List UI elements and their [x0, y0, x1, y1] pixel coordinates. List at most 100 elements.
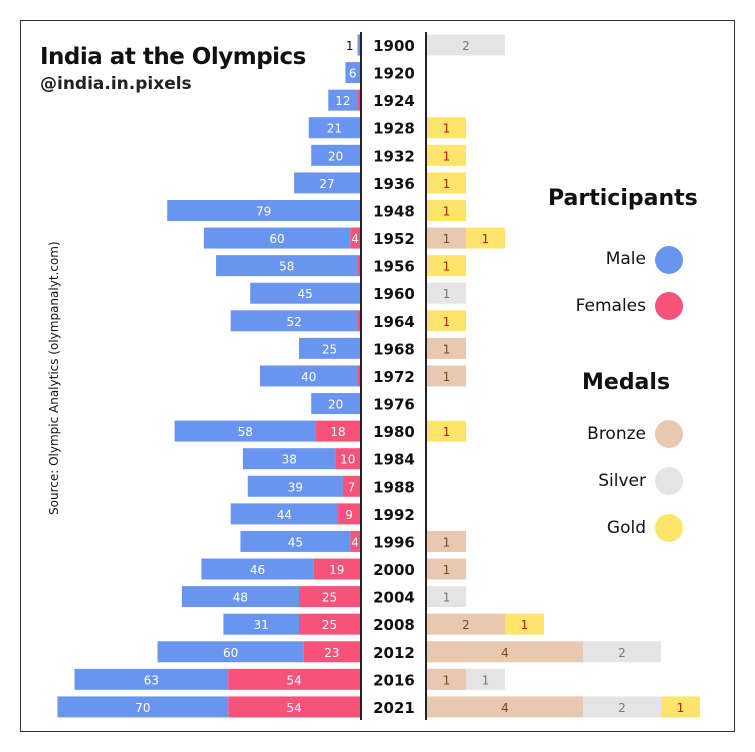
bar-male-label: 25: [322, 342, 337, 356]
year-label: 2021: [373, 699, 415, 717]
bar-medal-label: 1: [443, 149, 451, 163]
bar-male-label: 52: [286, 315, 301, 329]
bar-medal-label: 2: [462, 39, 470, 53]
bar-male: [259, 365, 358, 387]
bar-male-label: 20: [328, 398, 343, 412]
bar-female: [357, 365, 360, 387]
bar-female: [357, 310, 360, 332]
bar-female: [228, 668, 360, 690]
bar-medal-bronze: [427, 668, 466, 690]
chart-title: India at the Olympics: [40, 44, 306, 70]
bar-male: [242, 448, 336, 470]
year-label: 2012: [373, 644, 415, 662]
bar-female-label: 9: [345, 508, 353, 522]
bar-medal-silver: [583, 641, 661, 663]
year-label: 1976: [373, 396, 415, 414]
bar-medal-bronze: [427, 613, 505, 635]
bar-male: [167, 199, 360, 221]
bar-medal-bronze: [427, 530, 466, 552]
bar-female: [357, 89, 360, 111]
bar-male: [345, 62, 360, 84]
bar-male-label: 31: [254, 618, 269, 632]
bar-male: [250, 282, 360, 304]
bar-female: [335, 448, 360, 470]
year-label: 1900: [373, 37, 415, 55]
bar-female: [350, 530, 360, 552]
bar-female: [357, 255, 360, 277]
bar-male-label: 44: [277, 508, 292, 522]
bar-medal-gold: [427, 199, 466, 221]
year-label: 2000: [373, 561, 415, 579]
bar-female-label: 10: [340, 453, 355, 467]
bar-male: [311, 144, 360, 166]
year-label: 2008: [373, 616, 415, 634]
bar-medal-label: 1: [482, 232, 490, 246]
bar-medal-label: 1: [443, 342, 451, 356]
year-label: 1960: [373, 285, 415, 303]
bar-female-label: 25: [322, 618, 337, 632]
bar-male: [357, 34, 360, 56]
bar-medal-label: 1: [443, 204, 451, 218]
legend-female-label: Females: [575, 296, 646, 316]
bar-medal-label: 1: [443, 315, 451, 329]
bar-male-label: 58: [238, 425, 253, 439]
bar-medal-label: 1: [443, 122, 451, 136]
year-label: 1928: [373, 120, 415, 138]
bar-medal-label: 2: [462, 618, 470, 632]
bar-medal-label: 1: [443, 535, 451, 549]
chart-handle: @india.in.pixels: [40, 74, 192, 94]
bar-medal-label: 1: [443, 287, 451, 301]
bar-male: [157, 641, 304, 663]
bar-male: [299, 337, 360, 359]
legend-gold-label: Gold: [606, 518, 646, 538]
bar-medal-gold: [427, 144, 466, 166]
year-label: 1920: [373, 65, 415, 83]
bar-female: [350, 227, 360, 249]
bar-medal-label: 2: [618, 646, 626, 660]
chart-frame: [20, 20, 735, 732]
year-label: 1980: [373, 423, 415, 441]
bar-male: [203, 227, 351, 249]
bar-male: [308, 117, 360, 139]
legend-male-label: Male: [605, 249, 646, 269]
bar-male-label: 79: [256, 204, 271, 218]
legend-bronze-swatch: [655, 420, 683, 448]
bar-medal-silver: [427, 282, 466, 304]
legend-female-swatch: [655, 292, 683, 320]
bar-male-label: 20: [328, 149, 343, 163]
bar-medal-label: 1: [443, 260, 451, 274]
bar-male: [216, 255, 358, 277]
bar-male-label: 21: [327, 122, 342, 136]
year-label: 1952: [373, 230, 415, 248]
bar-medal-gold: [427, 255, 466, 277]
bar-medal-gold: [427, 117, 466, 139]
bar-male: [294, 172, 360, 194]
bar-male-label: 12: [335, 94, 350, 108]
bar-male: [311, 393, 360, 415]
bar-medal-label: 4: [501, 646, 509, 660]
bar-female-label: 54: [286, 673, 301, 687]
legend-male-swatch: [655, 246, 683, 274]
bar-male-label: 60: [223, 646, 238, 660]
bar-female-label: 23: [324, 646, 339, 660]
bar-female-label: 54: [286, 701, 301, 715]
bar-female: [342, 475, 360, 497]
bar-medal-bronze: [427, 365, 466, 387]
bar-female: [299, 586, 360, 608]
bar-female-label: 25: [322, 591, 337, 605]
year-label: 2016: [373, 671, 415, 689]
year-label: 1984: [373, 451, 415, 469]
bar-medal-label: 1: [443, 591, 451, 605]
bar-male: [230, 503, 339, 525]
bar-male-label: 70: [135, 701, 150, 715]
bar-medal-silver: [427, 34, 505, 56]
year-label: 1992: [373, 506, 415, 524]
bar-medal-gold: [505, 613, 544, 635]
bar-male-label: 40: [301, 370, 316, 384]
bar-female-label: 7: [348, 480, 356, 494]
bar-male: [223, 613, 299, 635]
bar-female: [313, 558, 360, 580]
bar-male-label: 38: [282, 453, 297, 467]
year-label: 1964: [373, 313, 415, 331]
